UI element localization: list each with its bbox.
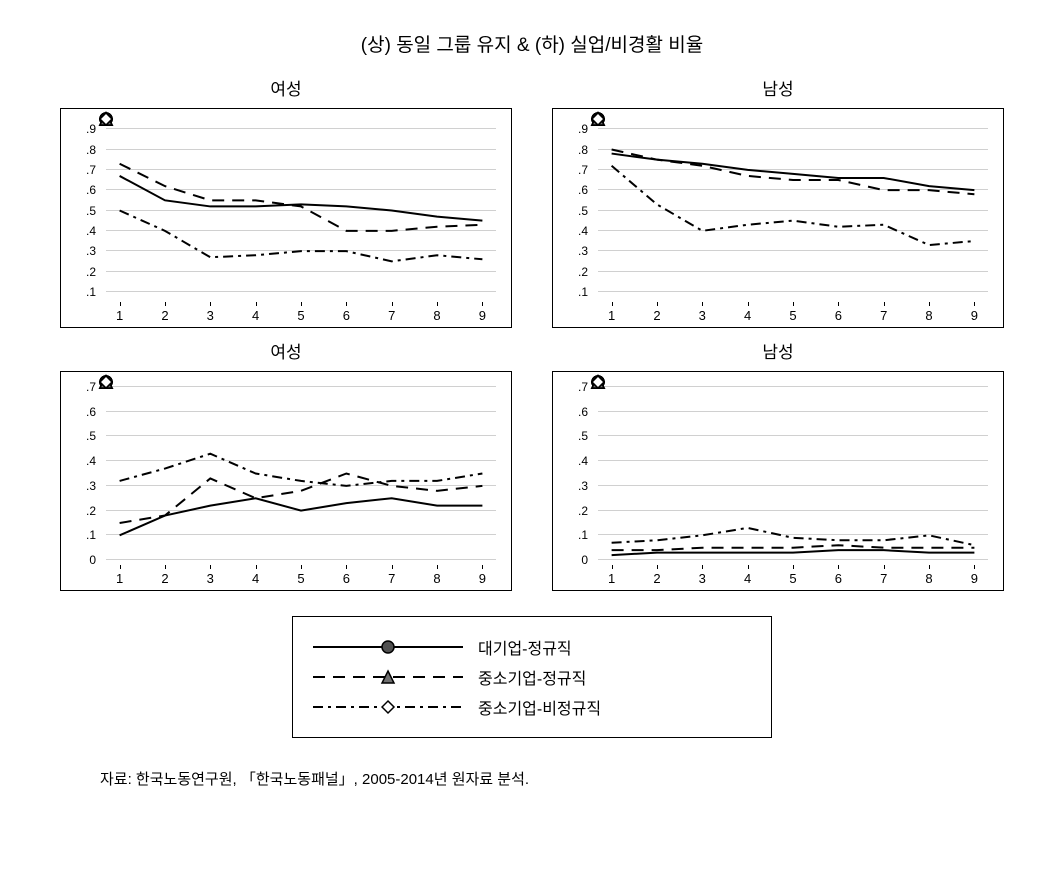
source-text: 자료: 한국노동연구원, 「한국노동패널」, 2005-2014년 원자료 분석…	[60, 768, 1004, 789]
legend-label: 중소기업-정규직	[478, 665, 586, 689]
panel-top-right: 남성 .1.2.3.4.5.6.7.8.9123456789	[552, 75, 1004, 328]
plot-area	[106, 382, 496, 565]
legend-row: 중소기업-정규직	[313, 665, 751, 689]
chart-area: .1.2.3.4.5.6.7.8.9123456789	[60, 108, 512, 328]
plot-area	[598, 382, 988, 565]
chart-grid: 여성.1.2.3.4.5.6.7.8.9123456789 남성.1.2.3.4…	[60, 75, 1004, 591]
chart-area: 0.1.2.3.4.5.6.7123456789	[552, 371, 1004, 591]
marker-svg	[598, 119, 988, 302]
plot-area	[106, 119, 496, 302]
y-axis-labels: 0.1.2.3.4.5.6.7	[61, 382, 101, 565]
panel-title: 여성	[60, 75, 512, 100]
y-axis-labels: .1.2.3.4.5.6.7.8.9	[61, 119, 101, 302]
legend-label: 중소기업-비정규직	[478, 695, 601, 719]
panel-title: 남성	[552, 75, 1004, 100]
panel-bottom-left: 여성 0.1.2.3.4.5.6.7123456789	[60, 338, 512, 591]
y-axis-labels: .1.2.3.4.5.6.7.8.9	[553, 119, 593, 302]
legend-swatch	[313, 667, 463, 687]
chart-area: 0.1.2.3.4.5.6.7123456789	[60, 371, 512, 591]
marker-svg	[106, 119, 496, 302]
y-axis-labels: 0.1.2.3.4.5.6.7	[553, 382, 593, 565]
x-axis-labels: 123456789	[598, 568, 988, 590]
main-title: (상) 동일 그룹 유지 & (하) 실업/비경활 비율	[60, 30, 1004, 57]
plot-area	[598, 119, 988, 302]
x-axis-labels: 123456789	[598, 305, 988, 327]
chart-area: .1.2.3.4.5.6.7.8.9123456789	[552, 108, 1004, 328]
marker-svg	[106, 382, 496, 565]
legend: 대기업-정규직중소기업-정규직중소기업-비정규직	[292, 616, 772, 738]
chart-container: (상) 동일 그룹 유지 & (하) 실업/비경활 비율 여성 .1.2.3.4.…	[0, 0, 1064, 809]
panel-bottom-right: 남성 0.1.2.3.4.5.6.7123456789	[552, 338, 1004, 591]
legend-swatch	[313, 637, 463, 657]
legend-row: 대기업-정규직	[313, 635, 751, 659]
legend-row: 중소기업-비정규직	[313, 695, 751, 719]
marker-svg	[598, 382, 988, 565]
legend-swatch	[313, 697, 463, 717]
panel-title: 남성	[552, 338, 1004, 363]
legend-label: 대기업-정규직	[478, 635, 572, 659]
panel-top-left: 여성 .1.2.3.4.5.6.7.8.9123456789	[60, 75, 512, 328]
panel-title: 여성	[60, 338, 512, 363]
x-axis-labels: 123456789	[106, 568, 496, 590]
x-axis-labels: 123456789	[106, 305, 496, 327]
